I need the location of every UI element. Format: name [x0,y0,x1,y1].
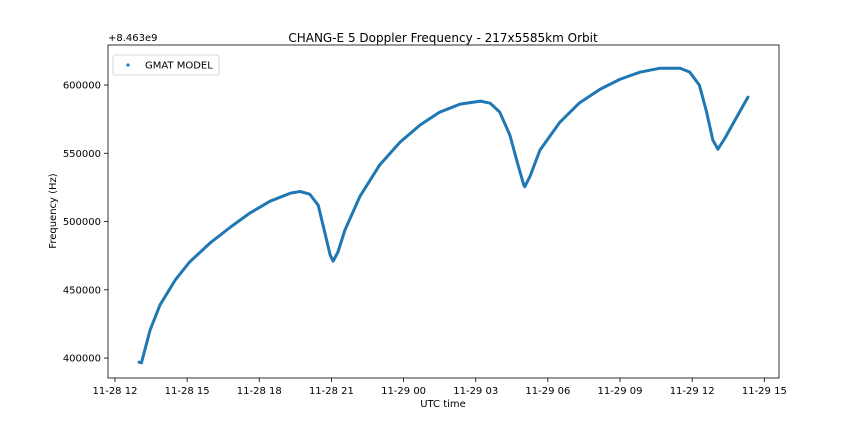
chart-title: CHANG-E 5 Doppler Frequency - 217x5585km… [288,31,598,45]
y-tick-label: 500000 [63,217,101,228]
x-tick-label: 11-28 12 [92,386,137,397]
legend-marker [126,63,130,67]
y-axis-label: Frequency (Hz) [48,173,59,249]
x-axis-label: UTC time [420,399,466,410]
x-tick-label: 11-29 09 [598,386,643,397]
legend-box [112,54,220,76]
x-tick-label: 11-28 21 [309,386,354,397]
y-tick-label: 600000 [63,81,101,92]
data-line [137,66,750,365]
x-tick-label: 11-29 15 [742,386,787,397]
y-offset-label: +8.463e9 [108,33,158,44]
x-tick-label: 11-29 12 [670,386,715,397]
y-tick-label: 450000 [63,285,101,296]
plot-frame [107,44,780,379]
x-tick-label: 11-28 18 [237,386,282,397]
legend-label: GMAT MODEL [145,61,213,72]
x-tick-label: 11-29 06 [525,386,570,397]
x-tick-label: 11-28 15 [165,386,210,397]
x-tick-label: 11-29 03 [453,386,498,397]
y-tick-label: 550000 [63,149,101,160]
x-tick-label: 11-29 00 [381,386,426,397]
y-tick-label: 400000 [63,354,101,365]
